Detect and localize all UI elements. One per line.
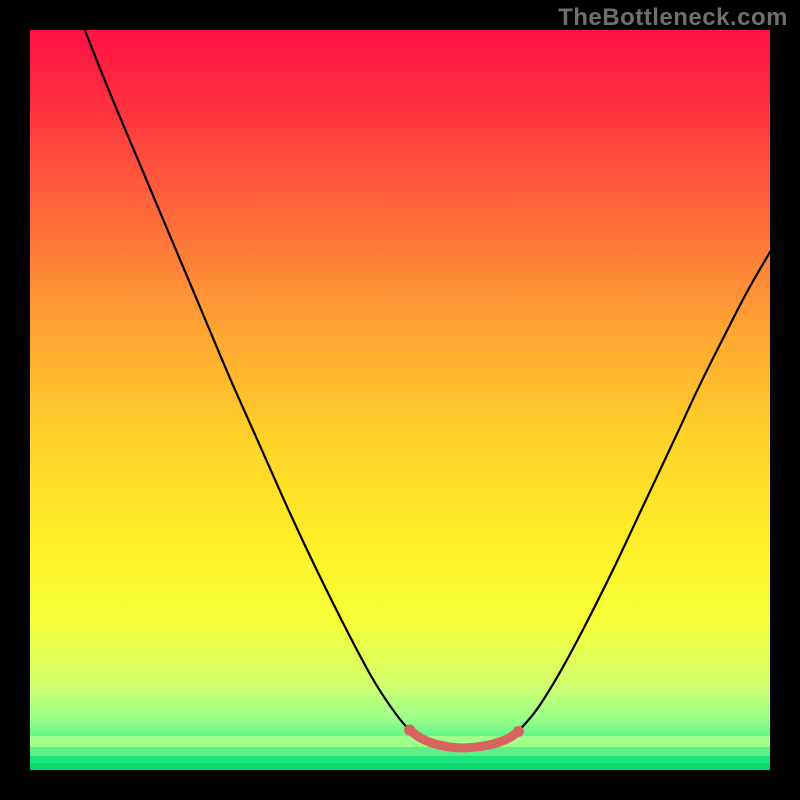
bottom-band-1 xyxy=(30,747,770,756)
watermark-text: TheBottleneck.com xyxy=(558,4,788,32)
bottom-band-0 xyxy=(30,736,770,747)
chart-svg xyxy=(30,30,770,770)
chart-plot-area xyxy=(30,30,770,770)
chart-frame: TheBottleneck.com xyxy=(0,0,800,800)
bottom-band-3 xyxy=(30,763,770,770)
chart-background xyxy=(30,30,770,770)
bottom-band-2 xyxy=(30,756,770,763)
highlight-end-dot xyxy=(513,726,524,737)
highlight-start-dot xyxy=(404,725,415,736)
